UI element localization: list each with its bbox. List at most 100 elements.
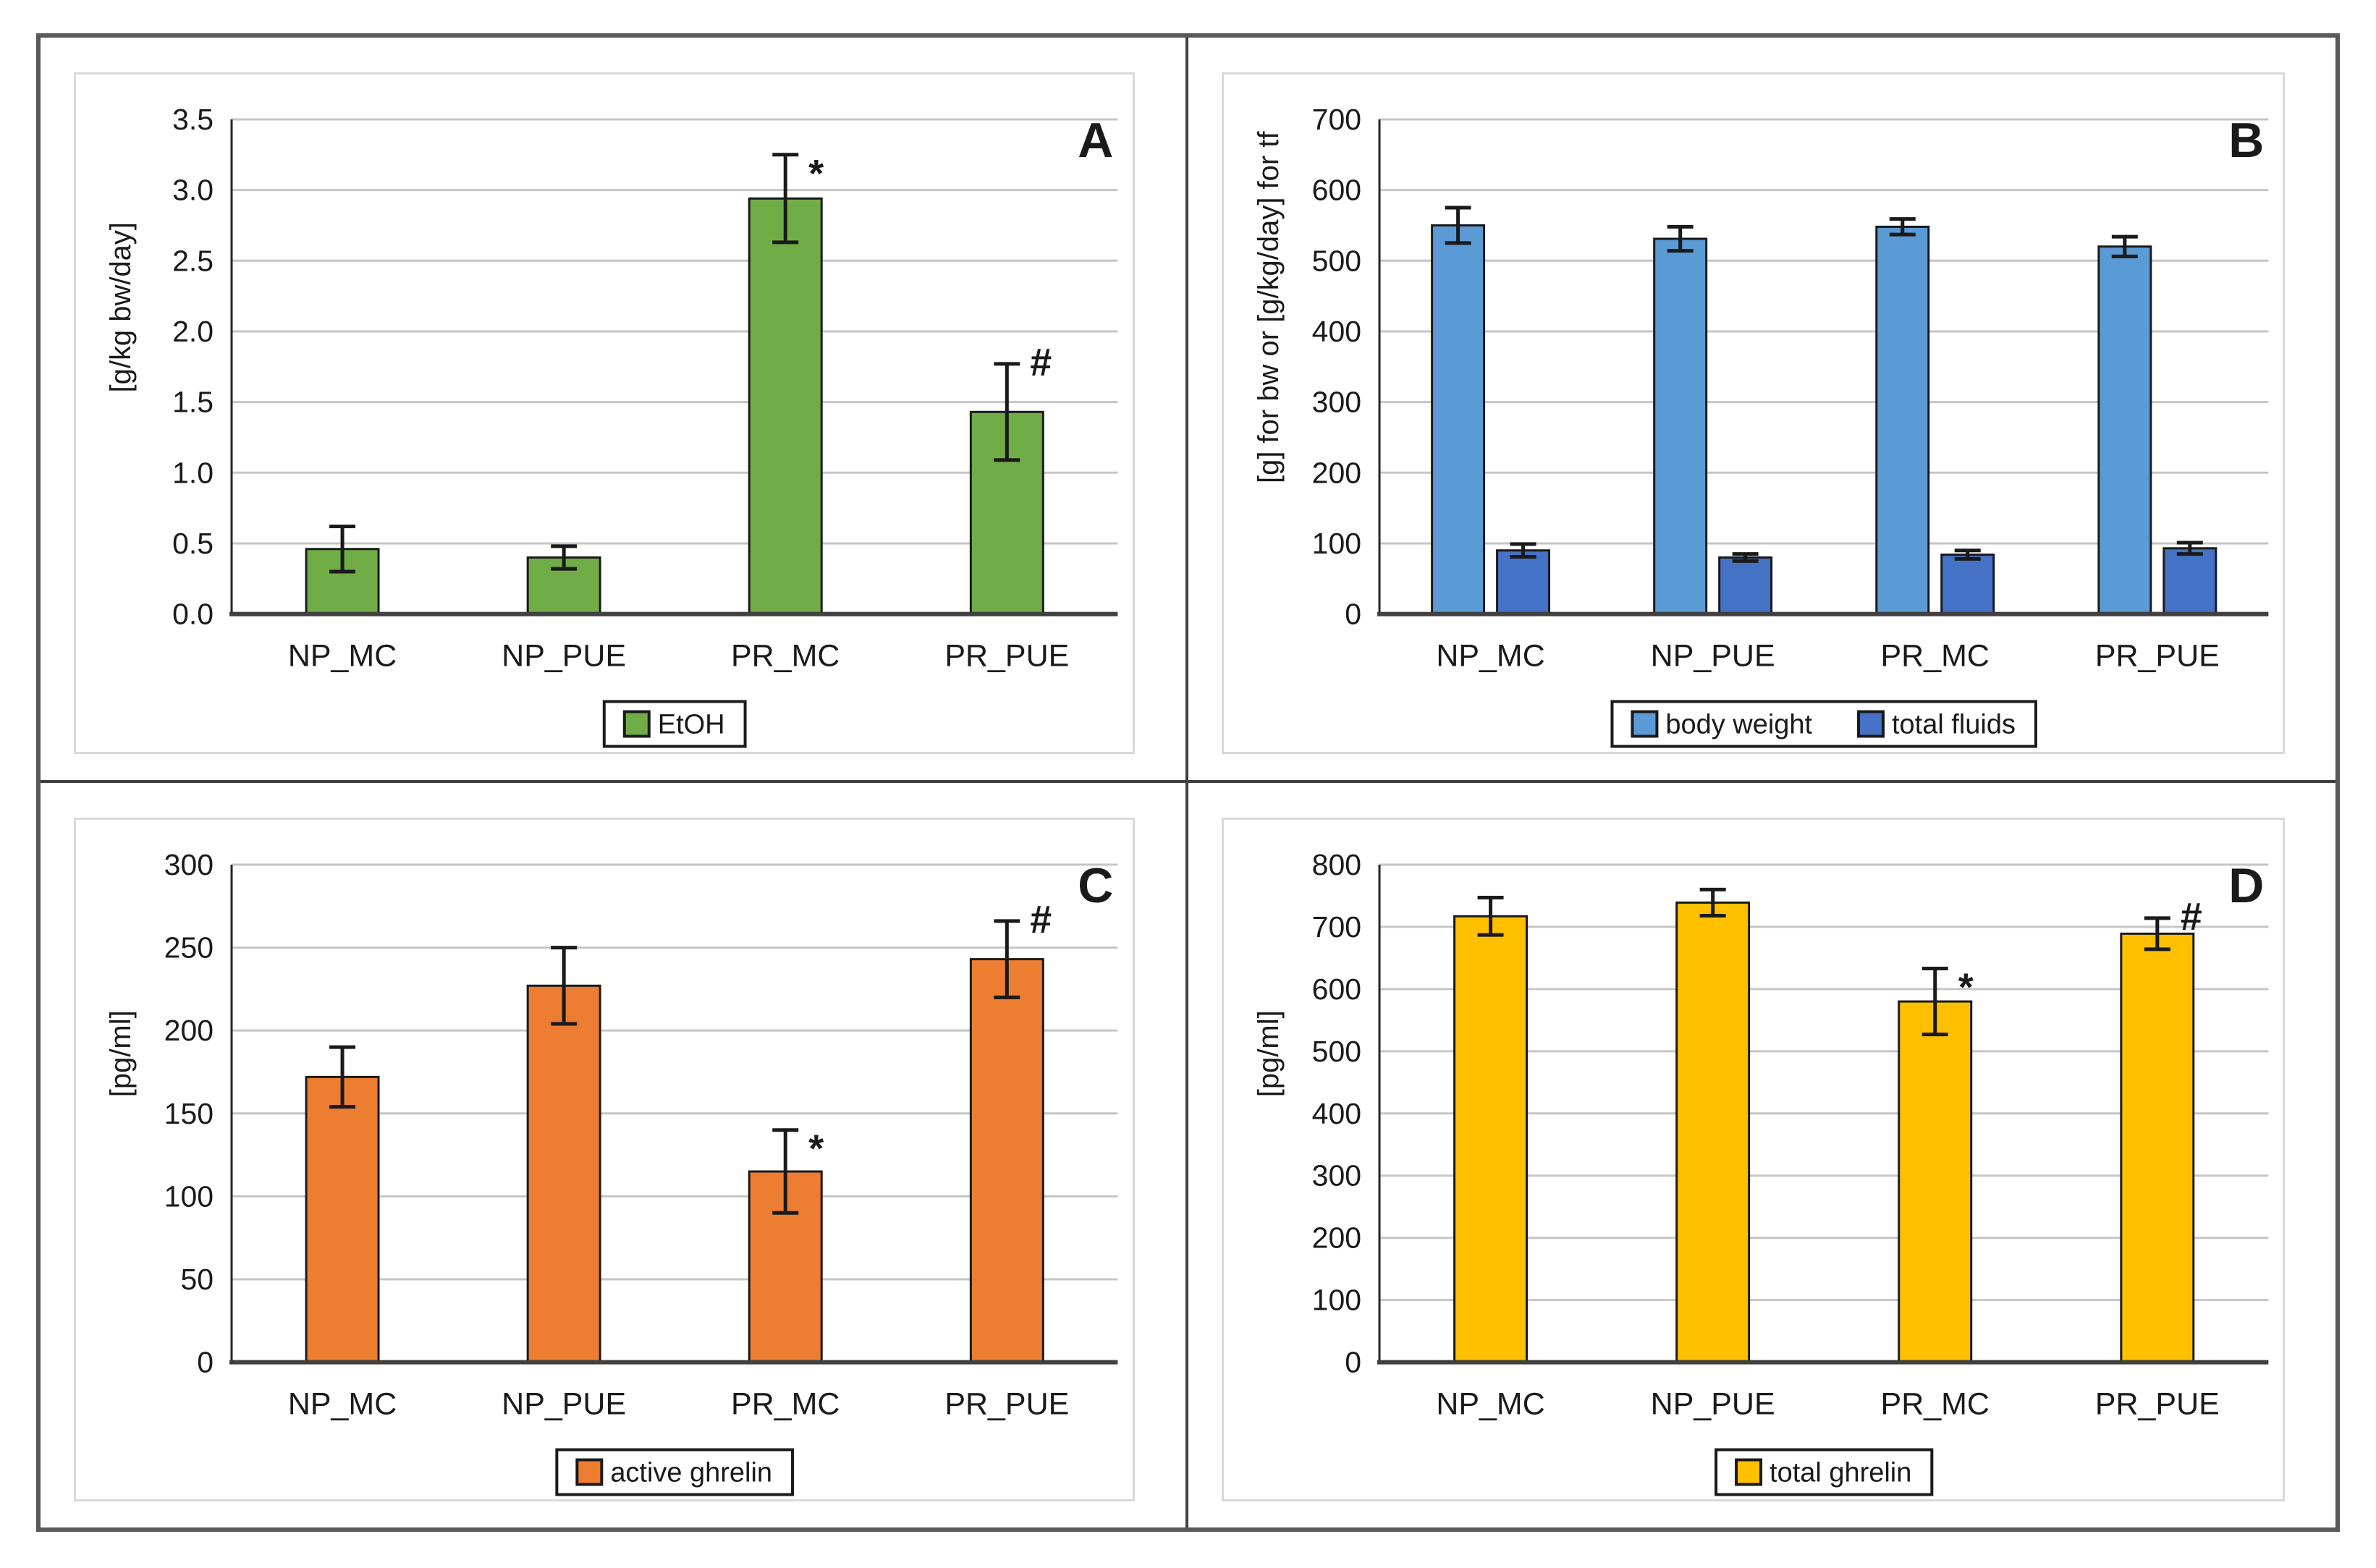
chart-box-c: 0 50 100 150 200 250 300 [pg/ml] NP_MC NP_PUE PR_M… [74,817,1135,1501]
category-label: PR_MC [731,639,840,674]
panel-d: 0 100 200 300 400 500 600 700 800 [pg/ml] NP_MC NP_… [1188,782,2335,1527]
legend-label: active ghrelin [610,1457,772,1488]
category-label: PR_MC [731,1386,840,1421]
significance-annotation: * [1958,965,1973,1009]
legend-label: body weight [1665,710,1812,740]
bar [2162,547,2217,616]
y-tick-label: 250 [164,931,213,964]
legend-label: total fluids [1892,710,2016,740]
y-tick-label: 600 [1311,972,1361,1005]
panel-letter: D [2228,857,2264,912]
y-tick-label: 400 [1311,1096,1361,1130]
panel-letter: A [1078,113,1113,168]
chart-c-canvas: 0 50 100 150 200 250 300 [pg/ml] NP_MC NP_PUE PR_M… [105,847,1118,1496]
category-label: NP_PUE [502,1386,626,1421]
legend-swatch [1630,710,1658,738]
significance-annotation: * [808,152,824,195]
bar [305,1075,380,1363]
panel-letter: C [1078,857,1113,912]
category-label: NP_PUE [502,639,626,674]
y-tick-label: 200 [1311,1221,1361,1254]
y-axis-label: [g] for bw or [g/kg/day] for tf [1253,131,1285,483]
category-label: PR_PUE [944,639,1069,674]
category-label: PR_PUE [944,1386,1069,1421]
bar [1897,1000,1972,1363]
y-tick-label: 150 [164,1096,213,1130]
category-label: NP_MC [1436,639,1544,674]
bar [1940,554,1995,616]
y-axis-label: [pg/ml] [1253,1010,1285,1097]
panel-b: 0 100 200 300 400 500 600 700 [g] for bw or [g/k… [1188,38,2335,783]
legend-label: EtOH [658,710,725,740]
y-tick-label: 500 [1311,244,1361,277]
y-axis-label: [pg/ml] [105,1010,137,1097]
category-label: PR_MC [1880,1386,1989,1421]
bar [1652,237,1707,616]
category-label: PR_MC [1880,639,1989,674]
y-tick-label: 2.5 [172,244,213,277]
category-label: NP_PUE [1650,639,1775,674]
legend: active ghrelin [555,1448,795,1496]
chart-box-a: 0.0 0.5 1.0 1.5 2.0 2.5 3.0 3.5 [g/kg bw/day] NP_… [74,72,1135,754]
y-tick-label: 0 [1345,598,1361,631]
bar [1453,915,1528,1363]
y-tick-label: 3.5 [172,103,213,136]
panel-letter: B [2228,113,2264,168]
bar [748,197,823,616]
y-tick-label: 1.5 [172,386,213,419]
y-tick-label: 0.0 [172,598,213,631]
bar [969,957,1044,1363]
y-tick-label: 2.0 [172,315,213,348]
category-label: NP_MC [288,639,397,674]
category-label: NP_PUE [1650,1386,1775,1421]
chart-a-canvas: 0.0 0.5 1.0 1.5 2.0 2.5 3.0 3.5 [g/kg bw/day] NP_… [105,103,1118,748]
y-tick-label: 300 [1311,386,1361,419]
bar [1874,225,1929,616]
figure-border: 0.0 0.5 1.0 1.5 2.0 2.5 3.0 3.5 [g/kg bw/day] NP_… [36,33,2340,1532]
panel-a: 0.0 0.5 1.0 1.5 2.0 2.5 3.0 3.5 [g/kg bw/day] NP_… [41,38,1188,783]
legend: body weight total fluids [1610,700,2037,748]
category-label: NP_MC [288,1386,397,1421]
bar [2097,245,2152,616]
y-tick-label: 800 [1311,847,1361,881]
category-label: NP_MC [1436,1386,1544,1421]
y-tick-label: 1.0 [172,456,213,489]
y-tick-label: 700 [1311,103,1361,136]
legend: total ghrelin [1714,1448,1933,1496]
chart-d-canvas: 0 100 200 300 400 500 600 700 800 [pg/ml] NP_MC NP_… [1253,847,2268,1496]
y-tick-label: 400 [1311,315,1361,348]
y-tick-label: 100 [1311,527,1361,560]
chart-box-d: 0 100 200 300 400 500 600 700 800 [pg/ml] NP_MC NP_… [1221,817,2285,1501]
y-tick-label: 300 [164,847,213,881]
y-axis-label: [g/kg bw/day] [105,222,137,393]
legend-swatch [1856,710,1885,738]
category-label: PR_PUE [2094,1386,2219,1421]
panel-c: 0 50 100 150 200 250 300 [pg/ml] NP_MC NP_PUE PR_M… [41,782,1188,1527]
significance-annotation: # [1030,897,1052,941]
legend: EtOH [602,700,747,748]
y-tick-label: 300 [1311,1158,1361,1192]
legend-swatch [1734,1458,1762,1486]
bar [1495,549,1550,616]
bar [1717,556,1772,616]
legend-label: total ghrelin [1770,1457,1911,1488]
significance-annotation: * [808,1127,824,1170]
y-tick-label: 600 [1311,174,1361,207]
y-tick-label: 50 [180,1262,213,1295]
y-tick-label: 200 [1311,456,1361,489]
y-tick-label: 500 [1311,1034,1361,1067]
legend-swatch [622,710,651,738]
chart-b-canvas: 0 100 200 300 400 500 600 700 [g] for bw or [g/k… [1253,103,2268,748]
bar [526,984,601,1363]
y-tick-label: 0 [197,1345,213,1378]
significance-annotation: # [2180,894,2202,938]
bar [1675,901,1750,1363]
y-tick-label: 700 [1311,910,1361,943]
y-tick-label: 3.0 [172,174,213,207]
bar [1430,224,1485,616]
legend-swatch [575,1458,604,1486]
y-tick-label: 200 [164,1014,213,1047]
significance-annotation: # [1030,341,1052,384]
category-label: PR_PUE [2094,639,2219,674]
